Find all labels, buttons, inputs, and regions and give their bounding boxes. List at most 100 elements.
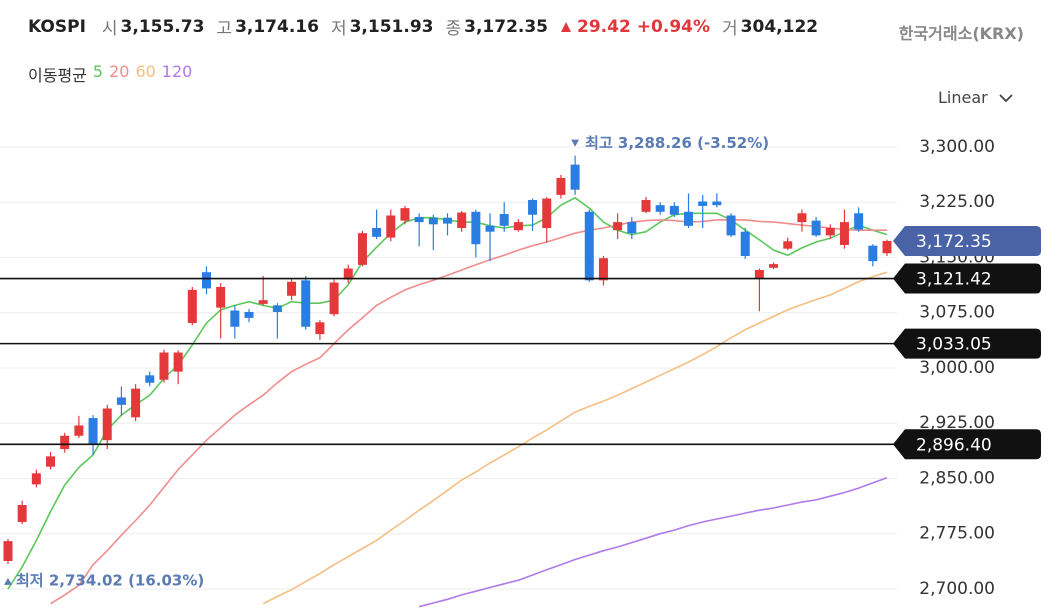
candle-body xyxy=(584,211,594,281)
legend-entry: 120 xyxy=(161,62,193,81)
candle-body xyxy=(400,208,410,221)
candle-body xyxy=(655,205,665,212)
chevron[interactable] xyxy=(999,93,1013,103)
candle-body xyxy=(159,352,169,380)
y-tick-label: 3,075.00 xyxy=(919,303,995,323)
candle-body xyxy=(145,375,155,383)
candle-body xyxy=(187,289,197,324)
candle-body xyxy=(3,541,13,561)
candle-body xyxy=(31,473,41,485)
candle-body xyxy=(343,268,353,280)
plot-area xyxy=(0,155,897,608)
candle-body xyxy=(485,225,495,232)
candle-body xyxy=(74,425,84,436)
candle-body xyxy=(471,211,481,245)
low-annotation: 최저 2,734.02 (16.03%) xyxy=(16,571,204,589)
quote-value: 3,172.35 xyxy=(464,16,549,37)
candle-body xyxy=(797,213,807,223)
change-pct: +0.94% xyxy=(636,16,711,37)
candle-body xyxy=(46,456,56,467)
quote-label: 종 xyxy=(445,19,462,39)
low-marker xyxy=(4,577,12,585)
candle-body xyxy=(882,241,892,254)
candle-body xyxy=(258,300,268,304)
candle-body xyxy=(201,272,211,289)
quote-label: 시 xyxy=(101,19,118,39)
quote-label: 저 xyxy=(330,19,347,39)
scale-dropdown[interactable]: Linear xyxy=(938,88,1013,107)
candle-body xyxy=(131,388,141,418)
candle-body xyxy=(769,264,779,268)
candle-body xyxy=(102,408,112,441)
candle-body xyxy=(88,418,98,445)
candle-body xyxy=(726,215,736,236)
candle-body xyxy=(315,322,325,335)
candle-body xyxy=(598,258,608,281)
candle-body xyxy=(528,200,538,215)
candle-body xyxy=(839,222,849,245)
candle-body xyxy=(17,505,27,522)
y-tick-label: 2,850.00 xyxy=(919,468,995,488)
candle-body xyxy=(684,211,694,226)
legend: 이동평균 5 20 60 120 xyxy=(28,62,198,86)
candle-body xyxy=(754,270,764,279)
legend-title: 이동평균 xyxy=(28,66,87,85)
grid xyxy=(0,146,897,590)
moving-average xyxy=(50,219,887,605)
candle-body xyxy=(698,201,708,206)
candle-body xyxy=(669,205,679,215)
up-triangle xyxy=(561,21,572,32)
candle-body xyxy=(613,222,623,231)
candle-body xyxy=(216,286,226,308)
candle-body xyxy=(173,352,183,372)
scale-label[interactable]: Linear xyxy=(938,88,988,107)
candle-body xyxy=(556,177,566,195)
candle-body xyxy=(443,217,452,224)
price-badge-label: 2,896.40 xyxy=(916,435,992,455)
candle-body xyxy=(244,311,254,318)
candle-body xyxy=(783,241,793,249)
quote-header: KOSPI 시 3,155.73 고 3,174.16 저 3,151.93 종 3,172.… xyxy=(28,14,830,40)
candle-body xyxy=(428,217,438,225)
y-tick-label: 2,700.00 xyxy=(919,579,995,599)
moving-average xyxy=(418,477,888,608)
y-axis: 2,700.00 2,775.00 2,850.00 2,925.00 3,000.00… xyxy=(4,134,1041,599)
volume-label: 거 xyxy=(722,19,738,39)
candle-body xyxy=(570,164,580,190)
candle-body xyxy=(372,228,382,237)
y-tick-label: 3,300.00 xyxy=(919,137,995,157)
legend-entry: 20 xyxy=(109,62,130,81)
price-badge-label: 3,033.05 xyxy=(916,335,992,355)
candle-body xyxy=(329,282,339,315)
change: 29.42 xyxy=(577,16,631,37)
price-badge xyxy=(893,429,1041,460)
moving-average xyxy=(7,196,888,590)
high-marker xyxy=(571,139,580,147)
candle-body xyxy=(712,201,722,206)
candle-body xyxy=(287,281,297,296)
candle-body xyxy=(513,222,523,231)
y-tick-label: 3,150.00 xyxy=(919,247,995,267)
quote-value: 3,151.93 xyxy=(349,16,434,37)
legend-entry: 60 xyxy=(135,62,156,81)
legend-entry: 5 xyxy=(92,62,104,81)
candle-body xyxy=(627,222,637,234)
current-price-badge xyxy=(893,226,1041,257)
quote-value: 3,155.73 xyxy=(120,16,205,37)
candle-body xyxy=(542,198,552,229)
candle-body xyxy=(116,397,126,405)
candle-body xyxy=(811,220,821,236)
candle-body xyxy=(230,310,240,327)
candle-body xyxy=(301,280,311,327)
candle-body xyxy=(854,213,864,230)
y-tick-label: 2,775.00 xyxy=(919,524,995,544)
symbol: KOSPI xyxy=(28,16,86,37)
y-tick-label: 3,225.00 xyxy=(919,192,995,212)
quote-label: 고 xyxy=(216,19,233,39)
current-price-label: 3,172.35 xyxy=(916,232,992,252)
candle-body xyxy=(868,245,878,262)
volume-value: 304,122 xyxy=(740,16,819,37)
candle-body xyxy=(414,216,424,223)
